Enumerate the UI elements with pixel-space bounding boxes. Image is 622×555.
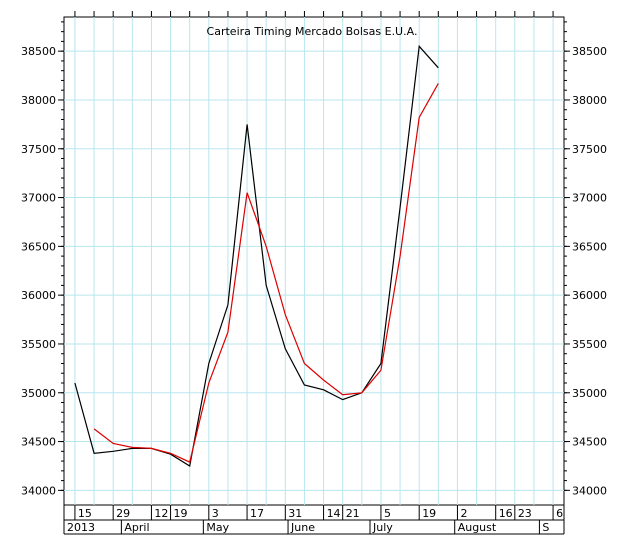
month-label: July (372, 521, 393, 534)
y-tick-label: 36500 (21, 240, 56, 253)
y-tick-label-right: 38000 (572, 94, 607, 107)
x-tick-label: 23 (518, 507, 532, 520)
month-label: June (290, 521, 315, 534)
y-tick-label: 34500 (21, 436, 56, 449)
plot-area (63, 16, 565, 506)
chart-title: Carteira Timing Mercado Bolsas E.U.A. (207, 25, 418, 38)
series-line-1 (74, 44, 439, 467)
y-tick-label: 35500 (21, 338, 56, 351)
y-tick-label-right: 37000 (572, 192, 607, 205)
month-label: May (206, 521, 229, 534)
month-label: April (124, 521, 149, 534)
y-tick-label: 37500 (21, 143, 56, 156)
y-tick-label: 38000 (21, 94, 56, 107)
x-tick-label: 19 (422, 507, 436, 520)
series-line-2 (93, 83, 439, 463)
x-tick-label: 31 (288, 507, 302, 520)
x-axis: 15 29 12 19 3 17 31 14 21 5 19 2 16 23 6 2013 April May Ju… (63, 11, 565, 535)
month-label: August (458, 521, 497, 534)
x-tick-label: 5 (384, 507, 391, 520)
x-tick-label: 15 (78, 507, 92, 520)
series-group (74, 44, 439, 467)
x-tick-label: 12 (154, 507, 168, 520)
y-tick-label-right: 35000 (572, 387, 607, 400)
x-tick-label: 3 (212, 507, 219, 520)
y-tick-label-right: 36500 (572, 240, 607, 253)
y-tick-label-right: 37500 (572, 143, 607, 156)
x-tick-label: 14 (327, 507, 341, 520)
x-tick-label: 2 (460, 507, 467, 520)
x-tick-label: 16 (499, 507, 513, 520)
month-label: 2013 (67, 521, 95, 534)
y-tick-label: 35000 (21, 387, 56, 400)
y-tick-label: 36000 (21, 289, 56, 302)
y-tick-label: 34000 (21, 484, 56, 497)
y-tick-label-right: 36000 (572, 289, 607, 302)
y-tick-label-right: 34500 (572, 436, 607, 449)
y-tick-label: 38500 (21, 45, 56, 58)
x-tick-label: 6 (556, 507, 563, 520)
month-label: S (542, 521, 549, 534)
x-tick-label: 17 (250, 507, 264, 520)
y-tick-label-right: 35500 (572, 338, 607, 351)
y-tick-label-right: 38500 (572, 45, 607, 58)
x-tick-label: 21 (346, 507, 360, 520)
grid (64, 17, 564, 505)
x-tick-label: 29 (116, 507, 130, 520)
x-tick-label: 19 (174, 507, 188, 520)
y-tick-label-right: 34000 (572, 484, 607, 497)
y-tick-label: 37000 (21, 192, 56, 205)
y-axis: 34000 34000 34500 34500 35000 35000 35500 35500… (21, 21, 607, 497)
